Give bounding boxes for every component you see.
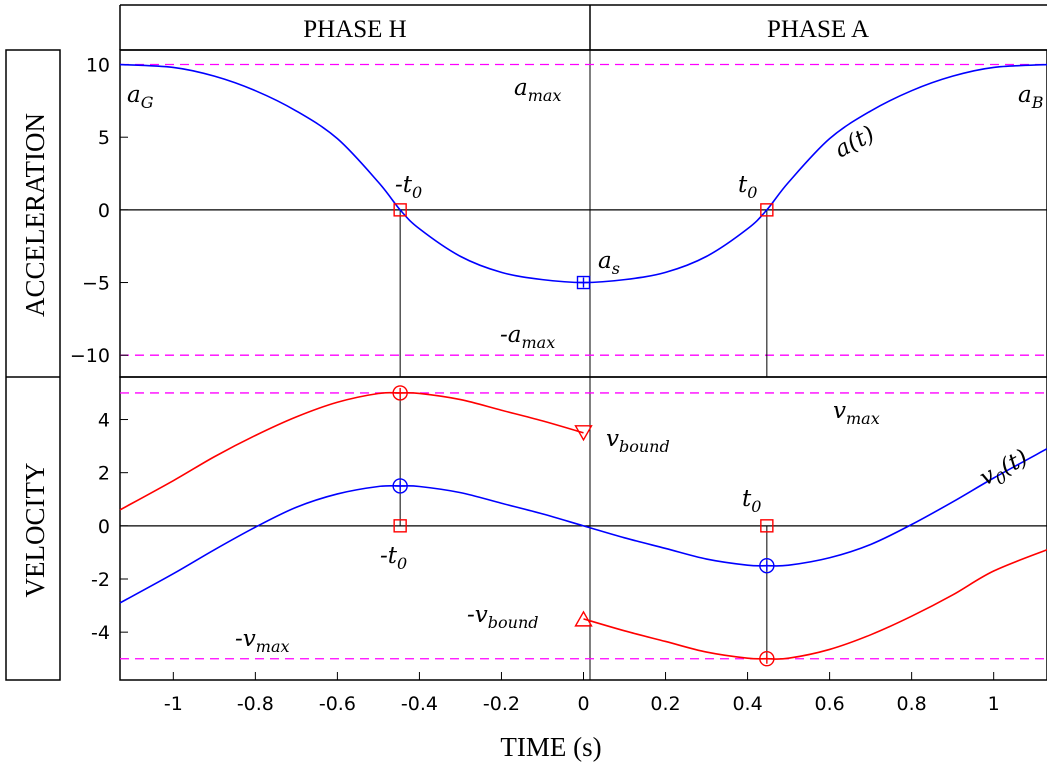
acc-marker-square-plus-2 [576,275,591,290]
vel-marker-circle-plus-6 [759,558,775,574]
vel-marker-circle-plus-0 [392,385,408,401]
vel-ytick-label: -4 [91,622,110,644]
xtick-label: 0.4 [732,693,762,715]
neg-t0-label-acc: -t0 [395,172,422,202]
vel-marker-circle-plus-7 [759,651,775,667]
x-axis: -1 -0.8 -0.6 -0.4 -0.2 0 0.2 0.4 0.6 0.8 1 [164,672,1000,715]
acceleration-row-title: ACCELERATION [20,113,50,317]
vel-marker-square-5 [760,519,774,533]
neg-v-bound-label: -vbound [467,602,539,632]
a-of-t-label: a(t) [831,121,879,163]
velocity-panel: 4 2 0 -2 -4 [91,385,1047,667]
phase-header: PHASE H PHASE A [119,4,1047,51]
xtick-label: -0.6 [319,693,356,715]
acceleration-panel: 10 5 0 −5 −10 [70,55,1047,377]
xtick-label: -1 [164,693,183,715]
acceleration-annotations: aG amax aB a(t) -t0 t0 as -amax [127,75,1044,352]
xtick-label: -0.4 [401,693,438,715]
row-titles: ACCELERATION VELOCITY [5,49,61,681]
phase-a-label: PHASE A [767,16,869,43]
vel-series-0-line [119,448,1047,604]
vel-marker-triangle-down-3 [574,425,593,442]
vel-ytick-label: 2 [98,463,110,485]
vel-series-1-line [119,391,584,511]
a-b-label: aB [1018,82,1044,112]
vel-marker-circle-plus-1 [392,478,408,494]
v-bound-label: vbound [606,426,670,456]
xtick-label: 1 [988,693,1000,715]
acc-ytick-label: −5 [82,273,110,295]
acc-marker-square-0 [393,203,407,217]
acc-ytick-label: −10 [70,345,110,367]
plot-frames [119,49,1047,681]
xtick-label: -0.2 [483,693,520,715]
phase-h-label: PHASE H [303,16,407,43]
velocity-annotations: vbound vmax v0(t) t0 -t0 -vbound -vmax [235,398,1035,656]
a-g-label: aG [127,82,154,112]
a-max-label: amax [514,75,561,105]
acc-ytick-label: 0 [98,200,110,222]
acc-marker-square-1 [760,203,774,217]
vel-series-2-line [583,549,1047,660]
vel-marker-triangle-up-4 [574,610,593,627]
vel-ytick-label: 4 [98,410,110,432]
v0-of-t-label: v0(t) [976,445,1035,495]
acc-ytick-label: 10 [86,55,110,77]
xtick-label: 0.2 [650,693,680,715]
acc-ytick-label: 5 [98,127,110,149]
xtick-label: 0.6 [814,693,844,715]
vel-ytick-label: 0 [98,516,110,538]
t0-label-vel: t0 [742,486,761,516]
vel-marker-square-2 [393,519,407,533]
neg-t0-label-vel: -t0 [380,543,407,573]
v-max-label: vmax [833,398,880,428]
t0-label-acc: t0 [738,172,757,202]
a-s-label: as [598,248,620,278]
x-axis-title: TIME (s) [500,732,601,762]
vel-ytick-label: -2 [91,569,110,591]
xtick-label: 0.8 [897,693,927,715]
neg-a-max-label: -amax [500,322,555,352]
acc-series-0-line [119,63,1047,284]
xtick-label: 0 [577,693,589,715]
velocity-row-title: VELOCITY [20,463,50,598]
neg-v-max-label: -vmax [235,626,290,656]
xtick-label: -0.8 [237,693,274,715]
